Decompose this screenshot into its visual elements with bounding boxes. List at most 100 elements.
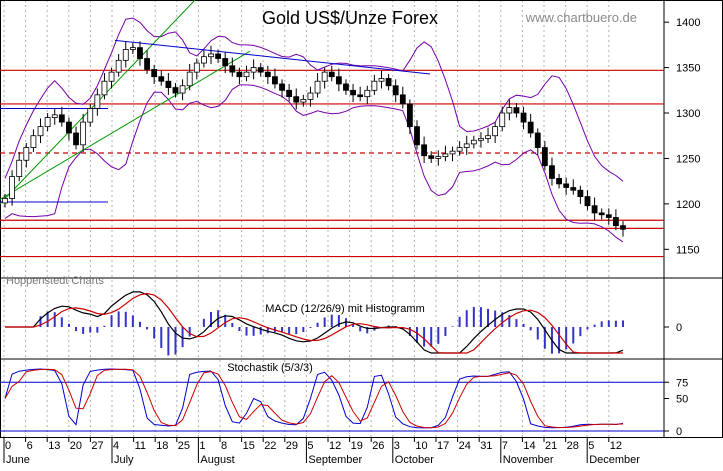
candle-body <box>414 126 420 146</box>
candle-body <box>350 89 356 96</box>
candle-body <box>66 121 72 134</box>
price-axis-label: 1150 <box>676 244 700 256</box>
candle-body <box>563 183 570 188</box>
price-axis-label: 1250 <box>676 153 700 165</box>
x-axis-day-label: 27 <box>91 440 103 452</box>
candle-body <box>605 214 612 218</box>
candle-body <box>272 76 278 85</box>
candle-body <box>208 53 214 58</box>
candle-body <box>392 85 399 96</box>
candle-body <box>314 80 321 94</box>
stochastic-k-line <box>4 368 624 429</box>
candle-body <box>51 114 58 118</box>
stochastic-title: Stochastik (5/3/3) <box>227 362 313 374</box>
price-axis-label: 1350 <box>676 63 700 75</box>
stochastic-axis-label: 50 <box>676 394 688 406</box>
candle-body <box>520 112 527 123</box>
candle-body <box>620 225 626 230</box>
candle-body <box>279 83 285 91</box>
candle-body <box>371 80 378 91</box>
macd-zero-label: 0 <box>676 322 682 334</box>
candle-body <box>549 165 555 179</box>
x-axis-day-label: 20 <box>70 440 82 452</box>
candle-body <box>37 126 44 137</box>
chart-title: Gold US$/Unze Forex <box>262 8 438 28</box>
candle-body <box>513 107 520 114</box>
x-axis-month-label: October <box>395 454 434 466</box>
x-axis-day-label: 12 <box>610 440 622 452</box>
candle-body <box>343 83 349 91</box>
x-axis-day-label: 11 <box>135 440 146 452</box>
candle-body <box>236 71 243 78</box>
candle-body <box>428 155 435 159</box>
candle-body <box>456 147 463 152</box>
stochastic-axis-label: 75 <box>676 377 688 389</box>
candle-body <box>229 65 236 73</box>
x-axis-day-label: 7 <box>502 440 508 452</box>
candle-body <box>87 108 94 123</box>
stochastic-axis-label: 0 <box>676 426 682 438</box>
candle-body <box>328 71 335 78</box>
x-axis-month-label: September <box>308 454 362 466</box>
candle-body <box>9 176 16 199</box>
price-axis-label: 1200 <box>676 199 700 211</box>
candle-body <box>541 147 548 167</box>
macd-line <box>5 291 624 354</box>
candle-body <box>101 80 108 96</box>
x-axis-day-label: 14 <box>523 440 535 452</box>
x-axis-day-label: 26 <box>372 440 384 452</box>
candle-body <box>172 87 179 94</box>
candle-body <box>399 94 406 105</box>
candle-body <box>534 132 541 148</box>
x-axis-day-label: 6 <box>27 440 33 452</box>
candle-body <box>556 178 562 185</box>
candle-body <box>250 67 257 73</box>
candle-body <box>470 139 477 145</box>
candle-body <box>364 89 371 98</box>
bollinger-lower <box>4 84 624 243</box>
candle-body <box>122 49 129 61</box>
candle-body <box>16 159 23 178</box>
candle-body <box>222 58 229 67</box>
x-axis-month-label: November <box>503 454 554 466</box>
candle-body <box>499 112 506 128</box>
x-axis-day-label: 17 <box>437 440 449 452</box>
x-axis-day-label: 5 <box>588 440 594 452</box>
x-axis-day-label: 12 <box>329 440 341 452</box>
candle-body <box>478 138 484 141</box>
price-axis-label: 1400 <box>676 17 700 29</box>
x-axis-day-label: 10 <box>415 440 427 452</box>
x-axis-day-label: 4 <box>113 440 119 452</box>
candle-body <box>44 117 51 128</box>
candle-body <box>378 78 385 82</box>
candle-body <box>257 67 264 73</box>
candle-body <box>300 98 307 103</box>
x-axis-day-label: 1 <box>199 440 205 452</box>
x-axis-month-label: December <box>589 454 640 466</box>
candle-body <box>286 89 293 98</box>
x-axis-day-label: 15 <box>243 440 255 452</box>
candle-body <box>584 196 591 207</box>
candle-body <box>435 156 442 159</box>
candle-body <box>193 62 200 73</box>
stochastic-d-line <box>4 368 624 429</box>
candle-body <box>449 150 456 155</box>
candle-body <box>186 71 193 87</box>
macd-signal-line <box>5 292 623 354</box>
candle-body <box>492 126 499 137</box>
candle-body <box>30 135 37 148</box>
candle-body <box>200 56 207 64</box>
x-axis-day-label: 29 <box>286 440 298 452</box>
candle-body <box>406 103 413 128</box>
candle-body <box>94 94 101 109</box>
candle-body <box>137 47 143 59</box>
price-axis-label: 1300 <box>676 108 700 120</box>
x-axis-month-label: June <box>6 454 30 466</box>
candle-body <box>108 71 115 82</box>
candle-body <box>321 71 328 82</box>
x-axis-day-label: 21 <box>545 440 557 452</box>
bollinger-upper <box>4 17 624 182</box>
x-axis-day-label: 28 <box>567 440 579 452</box>
candle-body <box>307 92 314 100</box>
candle-body <box>442 153 449 158</box>
